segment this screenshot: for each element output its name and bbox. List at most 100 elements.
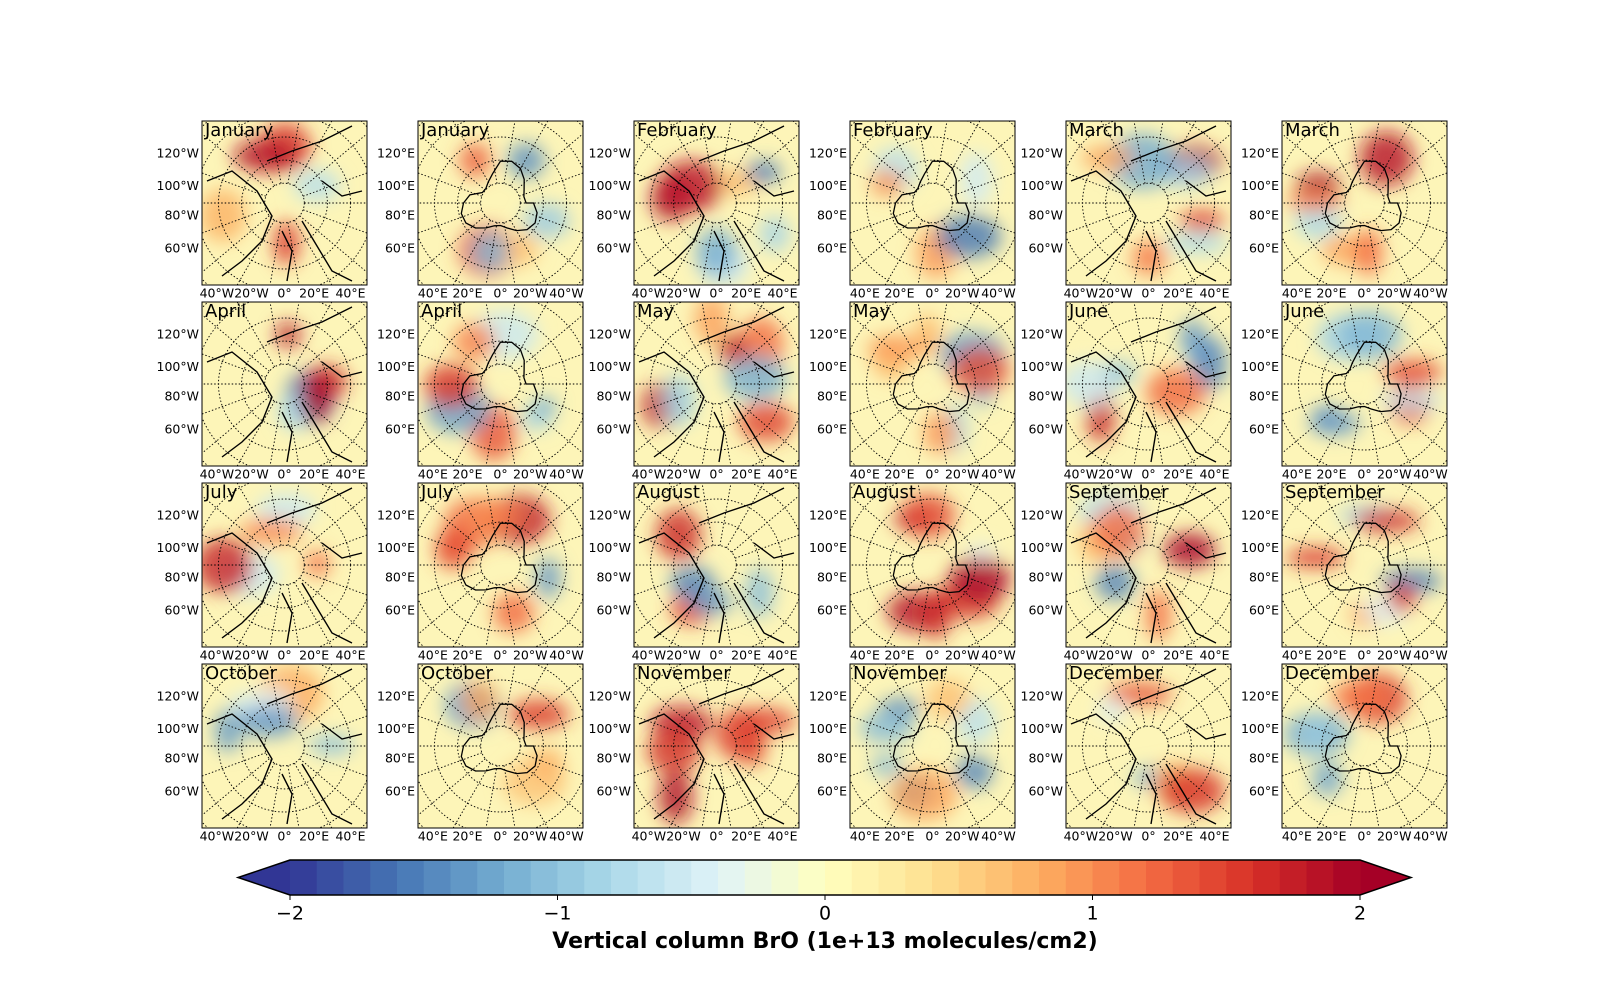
anomaly [507, 143, 545, 179]
colorbar-segment [1226, 860, 1254, 895]
x-tick-label: 20°W [1098, 829, 1133, 844]
map-area [1282, 302, 1447, 466]
coastline [892, 160, 970, 232]
x-tick-label: 40°W [981, 648, 1016, 663]
map-background [634, 483, 799, 647]
x-tick-label: 40°E [335, 467, 365, 482]
coastline [1165, 401, 1217, 463]
y-tick-label: 100°W [589, 359, 631, 374]
anomaly [955, 755, 994, 789]
y-tick-label: 80°E [817, 570, 847, 585]
colorbar-tick-label: −2 [276, 903, 304, 925]
coastline [638, 532, 705, 639]
anomaly [300, 370, 332, 424]
map-area [634, 302, 799, 466]
x-tick-label: 20°E [1163, 829, 1193, 844]
y-tick-label: 120°W [589, 507, 631, 522]
anomaly [724, 355, 787, 401]
map-background [418, 664, 583, 828]
latitude-circle [1344, 544, 1385, 586]
coastline [733, 763, 785, 825]
coastline [460, 341, 538, 413]
x-tick-label: 20°W [1377, 467, 1412, 482]
x-tick-label: 0° [925, 286, 939, 301]
colorbar-segment [557, 860, 585, 895]
anomaly [890, 768, 958, 821]
x-tick-label: 20°E [1316, 829, 1346, 844]
anomaly [304, 550, 331, 577]
coastline [713, 773, 725, 825]
coastline [1145, 230, 1157, 282]
x-tick-label: 20°W [945, 648, 980, 663]
coastline [1130, 487, 1217, 524]
anomaly [1146, 368, 1206, 415]
x-tick-label: 40°W [632, 648, 667, 663]
panel-title: June [1068, 301, 1108, 322]
y-tick-label: 100°W [157, 721, 199, 736]
coastline [301, 220, 353, 282]
anomaly [459, 143, 491, 178]
x-tick-label: 40°W [1413, 286, 1448, 301]
y-tick-label: 60°W [596, 240, 631, 255]
panel-frame [417, 663, 584, 829]
y-tick-label: 80°W [164, 389, 199, 404]
anomaly [238, 705, 300, 738]
latitude-circle [889, 340, 976, 428]
anomaly [926, 678, 970, 720]
colorbar-segment [771, 860, 799, 895]
y-tick-label: 80°W [596, 389, 631, 404]
colorbar-segment [397, 860, 425, 895]
anomaly [870, 169, 905, 198]
y-tick-label: 60°W [1028, 421, 1063, 436]
x-tick-label: 20°E [299, 286, 329, 301]
colorbar-tick-label: 2 [1354, 903, 1366, 925]
x-tick-label: 20°W [945, 467, 980, 482]
y-tick-label: 100°E [1241, 178, 1279, 193]
panel-frame [849, 301, 1016, 467]
map-panel: February 120°E 100°E 80°E 60°E 40°E 20°E 0° 20°W… [809, 120, 1016, 301]
coastline [1324, 703, 1402, 775]
x-tick-label: 40°E [1282, 648, 1312, 663]
anomaly [1354, 509, 1420, 533]
latitude-circle [1105, 159, 1192, 247]
colorbar-segment [851, 860, 880, 895]
x-tick-label: 40°E [1199, 467, 1229, 482]
map-area [634, 121, 799, 285]
coastline [1185, 180, 1227, 197]
map-panel: March 120°E 100°E 80°E 60°E 40°E 20°E 0° 20°W 40°… [1241, 120, 1448, 301]
x-tick-label: 40°E [1199, 829, 1229, 844]
x-tick-label: 40°W [549, 286, 584, 301]
colorbar-segment [798, 860, 826, 895]
anomaly [1146, 589, 1172, 641]
panel-title: October [205, 663, 278, 684]
anomaly [646, 730, 702, 773]
y-tick-label: 80°W [1028, 389, 1063, 404]
coastline [1130, 668, 1217, 705]
latitude-circle [889, 521, 976, 609]
x-tick-label: 0° [925, 648, 939, 663]
y-tick-label: 100°W [157, 359, 199, 374]
anomaly [1286, 547, 1345, 568]
y-tick-label: 60°E [385, 602, 415, 617]
panel-frame [1065, 120, 1232, 286]
anomaly [1311, 761, 1343, 796]
coastline [733, 582, 785, 644]
map-area [1282, 483, 1447, 647]
y-tick-label: 80°E [817, 751, 847, 766]
map-panel: January 120°E 100°E 80°E 60°E 40°E 20°E 0° 20°W 4… [377, 120, 584, 301]
anomaly [900, 493, 955, 538]
panel-title: April [205, 301, 246, 322]
x-tick-label: 20°W [1377, 286, 1412, 301]
panel-frame [417, 120, 584, 286]
x-tick-label: 20°W [945, 286, 980, 301]
x-tick-label: 40°E [850, 286, 880, 301]
coastline [266, 125, 353, 162]
y-tick-label: 120°W [589, 326, 631, 341]
anomaly [960, 152, 993, 208]
y-tick-label: 80°E [385, 208, 415, 223]
colorbar-segment [985, 860, 1013, 895]
colorbar-segment [1172, 860, 1201, 895]
x-tick-label: 20°E [1316, 467, 1346, 482]
latitude-circle [1105, 340, 1192, 428]
map-area [1066, 483, 1231, 647]
